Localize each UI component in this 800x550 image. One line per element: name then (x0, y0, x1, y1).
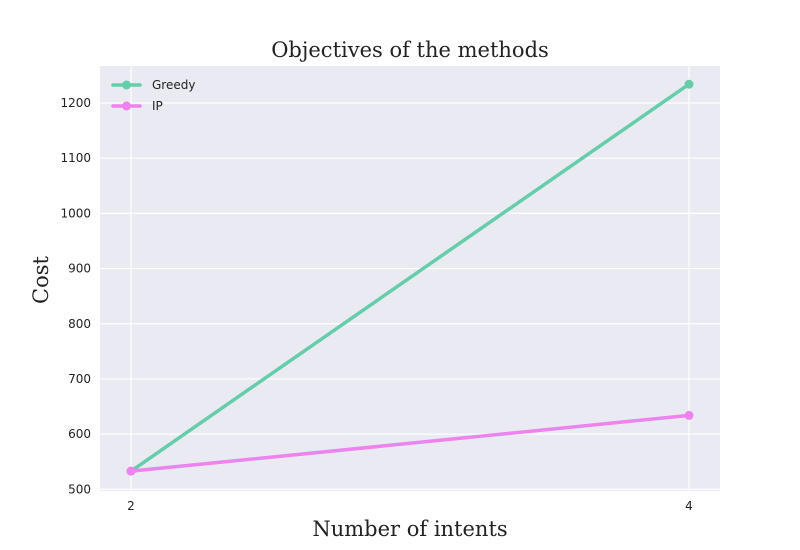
series-line-greedy (129, 82, 691, 473)
y-tick-label: 1100 (60, 151, 91, 165)
series-line-ip (129, 413, 691, 473)
grid (100, 66, 720, 491)
y-tick-label: 900 (68, 262, 91, 276)
y-axis-label: Cost (29, 255, 53, 303)
legend: Greedy IP (111, 78, 195, 113)
y-tick-label: 800 (68, 317, 91, 331)
x-tick-label: 2 (127, 499, 135, 513)
y-axis-ticks: 500 600 700 800 900 1000 1100 1200 (60, 96, 91, 496)
x-tick-label: 4 (685, 499, 693, 513)
legend-marker-ip (122, 101, 131, 111)
y-tick-label: 1200 (60, 96, 91, 110)
y-tick-label: 500 (68, 482, 91, 496)
data-point-ip (126, 466, 136, 476)
x-axis-label: Number of intents (312, 517, 507, 541)
y-tick-label: 600 (68, 427, 91, 441)
y-tick-label: 1000 (60, 206, 91, 220)
legend-marker-greedy (122, 80, 131, 90)
series-lines (126, 79, 694, 476)
chart-title: Objectives of the methods (271, 38, 549, 62)
data-point-ip (684, 410, 694, 420)
data-point-greedy (684, 79, 694, 89)
legend-label-ip: IP (152, 99, 163, 113)
y-tick-label: 700 (68, 372, 91, 386)
legend-label-greedy: Greedy (152, 78, 195, 92)
